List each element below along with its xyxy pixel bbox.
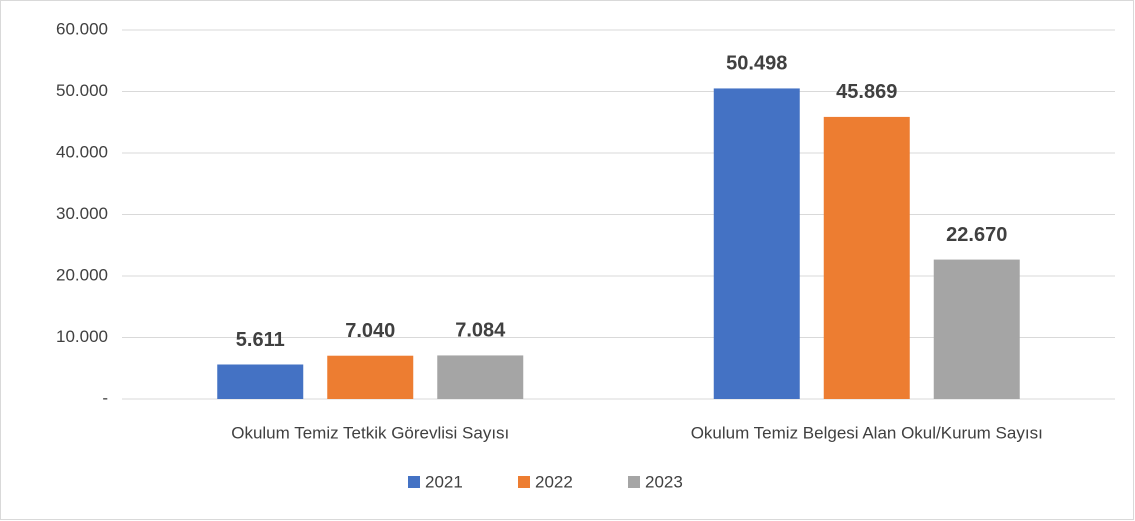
bar (823, 116, 910, 400)
x-tick-label: Okulum Temiz Belgesi Alan Okul/Kurum Say… (691, 423, 1043, 442)
data-label: 50.498 (726, 53, 787, 75)
y-tick-label: 40.000 (56, 142, 108, 161)
data-label: 7.040 (345, 320, 395, 342)
y-tick-label: - (102, 388, 108, 407)
bar (713, 88, 800, 399)
data-label: 45.869 (836, 81, 897, 103)
legend-label: 2023 (645, 472, 683, 491)
data-label: 7.084 (455, 320, 506, 342)
legend-swatch (408, 476, 420, 488)
legend-swatch (518, 476, 530, 488)
data-label: 5.611 (236, 329, 285, 351)
data-label: 22.670 (946, 224, 1007, 246)
bar (327, 355, 414, 399)
y-tick-label: 50.000 (56, 81, 108, 100)
y-tick-label: 30.000 (56, 204, 108, 223)
bar (437, 355, 524, 399)
legend-label: 2021 (425, 472, 463, 491)
bar (933, 259, 1020, 399)
bar (217, 364, 304, 399)
legend-label: 2022 (535, 472, 573, 491)
x-tick-label: Okulum Temiz Tetkik Görevlisi Sayısı (231, 423, 509, 442)
y-tick-label: 10.000 (56, 327, 108, 346)
y-tick-label: 60.000 (56, 19, 108, 38)
legend-swatch (628, 476, 640, 488)
y-tick-label: 20.000 (56, 265, 108, 284)
